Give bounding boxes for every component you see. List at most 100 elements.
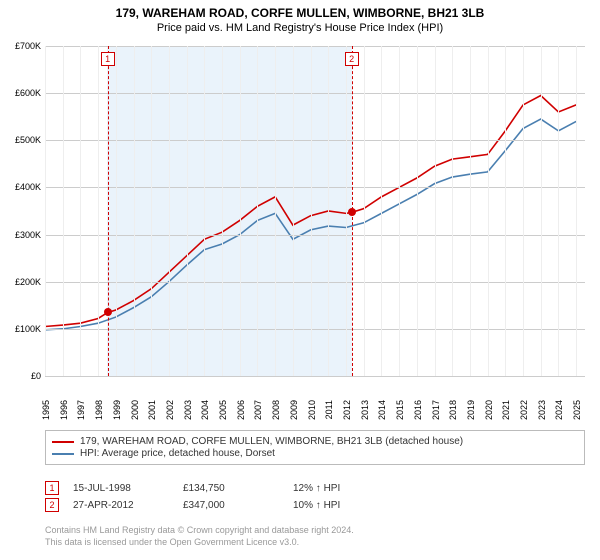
plot-region: £0£100K£200K£300K£400K£500K£600K£700K199… [45, 46, 585, 376]
x-tick-label: 2021 [501, 400, 511, 420]
gridline-vertical [328, 46, 329, 376]
x-tick-label: 2005 [218, 400, 228, 420]
gridline-vertical [505, 46, 506, 376]
event-row: 1 15-JUL-1998 £134,750 12% ↑ HPI [45, 481, 585, 495]
x-tick-label: 2017 [431, 400, 441, 420]
x-tick-label: 2010 [307, 400, 317, 420]
legend-swatch [52, 441, 74, 443]
chart-area: £0£100K£200K£300K£400K£500K£600K£700K199… [45, 46, 585, 402]
gridline-horizontal [45, 93, 585, 94]
x-tick-label: 2020 [484, 400, 494, 420]
gridline-vertical [417, 46, 418, 376]
marker-number-icon: 1 [101, 52, 115, 66]
x-tick-label: 2001 [147, 400, 157, 420]
event-marker-icon: 2 [45, 498, 59, 512]
y-tick-label: £600K [15, 88, 41, 98]
gridline-vertical [381, 46, 382, 376]
gridline-vertical [488, 46, 489, 376]
x-tick-label: 1997 [76, 400, 86, 420]
gridline-vertical [63, 46, 64, 376]
x-tick-label: 2014 [377, 400, 387, 420]
gridline-vertical [558, 46, 559, 376]
legend-item: 179, WAREHAM ROAD, CORFE MULLEN, WIMBORN… [52, 436, 578, 447]
y-tick-label: £0 [31, 371, 41, 381]
x-tick-label: 1998 [94, 400, 104, 420]
x-tick-label: 2023 [537, 400, 547, 420]
gridline-vertical [452, 46, 453, 376]
x-tick-label: 2012 [342, 400, 352, 420]
gridline-vertical [240, 46, 241, 376]
gridline-vertical [541, 46, 542, 376]
x-tick-label: 1999 [112, 400, 122, 420]
x-tick-label: 2024 [554, 400, 564, 420]
gridline-horizontal [45, 235, 585, 236]
y-tick-label: £700K [15, 41, 41, 51]
y-tick-label: £300K [15, 230, 41, 240]
gridline-vertical [45, 46, 46, 376]
x-tick-label: 2013 [360, 400, 370, 420]
gridline-vertical [222, 46, 223, 376]
chart-container: 179, WAREHAM ROAD, CORFE MULLEN, WIMBORN… [0, 0, 600, 560]
line-series-svg [45, 46, 585, 376]
legend-swatch [52, 453, 74, 455]
gridline-horizontal [45, 282, 585, 283]
chart-subtitle: Price paid vs. HM Land Registry's House … [0, 22, 600, 34]
y-tick-label: £400K [15, 182, 41, 192]
x-tick-label: 2019 [466, 400, 476, 420]
gridline-vertical [435, 46, 436, 376]
gridline-vertical [98, 46, 99, 376]
x-tick-label: 1996 [59, 400, 69, 420]
gridline-vertical [523, 46, 524, 376]
x-tick-label: 2018 [448, 400, 458, 420]
gridline-vertical [257, 46, 258, 376]
event-date: 27-APR-2012 [73, 500, 183, 511]
x-tick-label: 2016 [413, 400, 423, 420]
y-tick-label: £500K [15, 135, 41, 145]
x-tick-label: 2025 [572, 400, 582, 420]
marker-number-icon: 2 [345, 52, 359, 66]
gridline-horizontal [45, 329, 585, 330]
gridline-vertical [116, 46, 117, 376]
legend-label: HPI: Average price, detached house, Dors… [80, 448, 275, 459]
x-tick-label: 1995 [41, 400, 51, 420]
gridline-vertical [399, 46, 400, 376]
x-tick-label: 2003 [183, 400, 193, 420]
gridline-horizontal [45, 376, 585, 377]
x-tick-label: 2007 [253, 400, 263, 420]
gridline-vertical [311, 46, 312, 376]
x-tick-label: 2022 [519, 400, 529, 420]
x-tick-label: 2011 [324, 400, 334, 419]
gridline-horizontal [45, 140, 585, 141]
y-tick-label: £200K [15, 277, 41, 287]
event-row: 2 27-APR-2012 £347,000 10% ↑ HPI [45, 498, 585, 512]
gridline-vertical [169, 46, 170, 376]
footer-line: Contains HM Land Registry data © Crown c… [45, 524, 585, 536]
x-tick-label: 2000 [130, 400, 140, 420]
marker-line [108, 46, 109, 376]
gridline-vertical [134, 46, 135, 376]
gridline-vertical [576, 46, 577, 376]
gridline-vertical [187, 46, 188, 376]
gridline-vertical [204, 46, 205, 376]
gridline-vertical [293, 46, 294, 376]
chart-title: 179, WAREHAM ROAD, CORFE MULLEN, WIMBORN… [0, 6, 600, 20]
x-tick-label: 2008 [271, 400, 281, 420]
x-tick-label: 2004 [200, 400, 210, 420]
gridline-vertical [151, 46, 152, 376]
gridline-vertical [275, 46, 276, 376]
y-tick-label: £100K [15, 324, 41, 334]
gridline-horizontal [45, 187, 585, 188]
marker-point-icon [104, 308, 112, 316]
marker-point-icon [348, 208, 356, 216]
gridline-vertical [470, 46, 471, 376]
legend-item: HPI: Average price, detached house, Dors… [52, 448, 578, 459]
x-tick-label: 2002 [165, 400, 175, 420]
event-table: 1 15-JUL-1998 £134,750 12% ↑ HPI 2 27-AP… [45, 478, 585, 515]
x-tick-label: 2015 [395, 400, 405, 420]
event-price: £347,000 [183, 500, 293, 511]
footer-line: This data is licensed under the Open Gov… [45, 536, 585, 548]
event-marker-icon: 1 [45, 481, 59, 495]
footer: Contains HM Land Registry data © Crown c… [45, 524, 585, 548]
gridline-vertical [80, 46, 81, 376]
gridline-horizontal [45, 46, 585, 47]
